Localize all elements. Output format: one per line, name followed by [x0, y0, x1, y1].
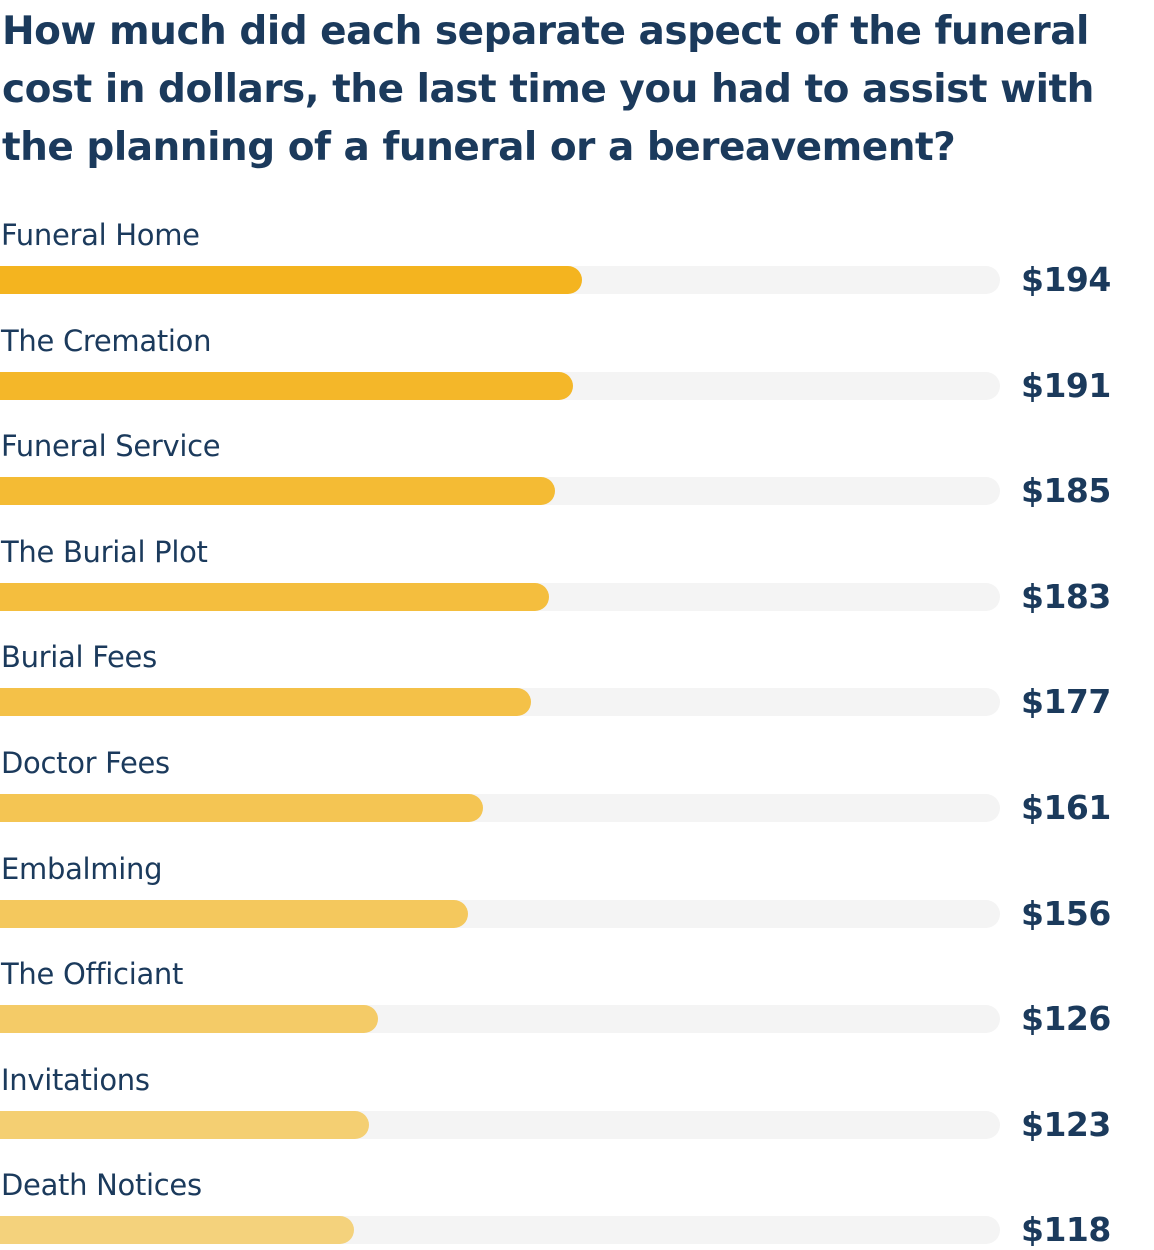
value-label: $185: [1021, 471, 1111, 511]
category-label: Death Notices: [1, 1168, 202, 1203]
value-label: $194: [1021, 260, 1111, 299]
bar-invitations: [0, 1110, 370, 1139]
bar-embalming: [0, 899, 469, 928]
bar-the-burial-plot: [0, 582, 550, 611]
value-label: $156: [1021, 893, 1111, 933]
bar-the-cremation: [0, 371, 574, 400]
bar-track: [0, 266, 1000, 294]
category-label: Embalming: [1, 851, 163, 886]
value-label: $161: [1021, 788, 1111, 827]
category-label: Doctor Fees: [1, 746, 170, 780]
category-label: Invitations: [1, 1062, 150, 1097]
value-label: $183: [1021, 576, 1111, 616]
value-label: $123: [1021, 1104, 1111, 1144]
bar-death-notices: [0, 1216, 355, 1245]
bar-funeral-home: [0, 266, 583, 294]
bar-track: [0, 1110, 1000, 1139]
bar-track: [0, 582, 1000, 611]
value-label: $177: [1021, 682, 1111, 722]
bar-track: [0, 1216, 1000, 1245]
value-label: $118: [1021, 1210, 1111, 1250]
bar-burial-fees: [0, 688, 532, 717]
bar-funeral-service: [0, 477, 556, 506]
chart-title: How much did each separate aspect of the…: [2, 9, 1094, 170]
bar-track: [0, 477, 1000, 506]
bar-track: [0, 688, 1000, 717]
category-label: The Burial Plot: [1, 534, 208, 569]
category-label: The Cremation: [1, 323, 212, 358]
bar-track: [0, 899, 1000, 928]
bar-doctor-fees: [0, 794, 484, 822]
category-label: The Officiant: [1, 957, 184, 992]
bar-track: [0, 1005, 1000, 1034]
category-label: Funeral Home: [1, 218, 200, 252]
bar-track: [0, 794, 1000, 822]
value-label: $191: [1021, 365, 1111, 405]
category-label: Funeral Service: [1, 429, 221, 464]
bar-the-officiant: [0, 1005, 379, 1034]
bar-track: [0, 371, 1000, 400]
value-label: $126: [1021, 999, 1111, 1039]
category-label: Burial Fees: [1, 640, 157, 675]
